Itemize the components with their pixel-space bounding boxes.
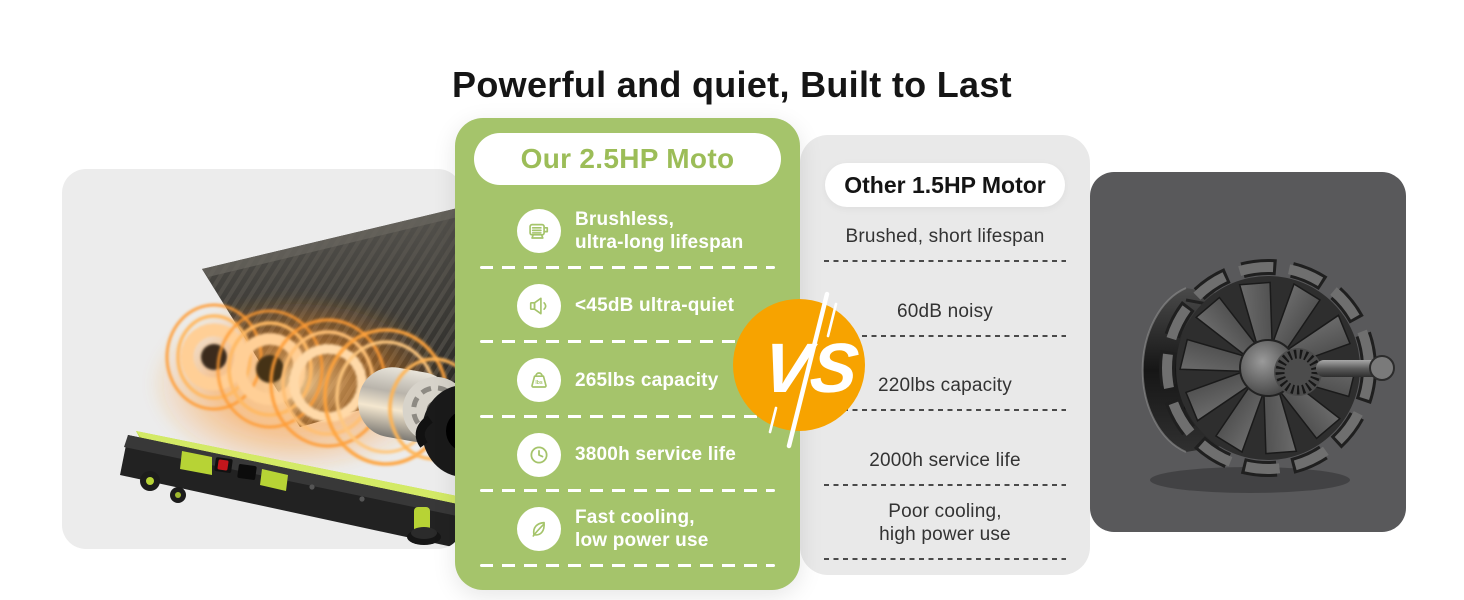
feature-text: Fast cooling, — [575, 507, 695, 529]
dashed-divider — [824, 260, 1066, 262]
compare-text: 60dB noisy — [896, 300, 993, 322]
motor-icon — [517, 209, 561, 254]
clock-icon — [517, 432, 561, 477]
speaker-icon — [517, 283, 561, 328]
feature-text: 3800h service life — [575, 444, 736, 466]
compare-text: Poor cooling, — [888, 501, 1002, 523]
vs-slash — [768, 291, 838, 449]
dashed-divider — [480, 563, 775, 567]
dashed-divider — [480, 414, 775, 418]
svg-text:lbs: lbs — [535, 380, 543, 386]
dashed-divider — [824, 558, 1066, 560]
vs-circle — [733, 299, 865, 431]
dashed-divider — [824, 334, 1066, 337]
compare-text: Brushed, short lifespan — [845, 226, 1045, 248]
feature-text: Brushless, — [575, 209, 675, 231]
feature-row: Brushless, ultra-long lifespan — [455, 194, 800, 269]
feature-row: Fast cooling, low power use — [455, 492, 800, 567]
other-card-header-pill: Other 1.5HP Motor — [825, 163, 1065, 207]
compare-text: 220lbs capacity — [878, 375, 1012, 397]
our-card-rows: Brushless, ultra-long lifespan <45dB ultr… — [455, 194, 800, 567]
feature-row: 3800h service life — [455, 418, 800, 492]
dashed-divider — [480, 489, 775, 492]
dashed-divider — [480, 265, 775, 269]
compare-row: 220lbs capacity — [800, 337, 1090, 411]
compare-row: Brushed, short lifespan — [800, 188, 1090, 262]
other-card-header: Other 1.5HP Motor — [844, 171, 1046, 198]
dashed-divider — [824, 409, 1066, 411]
feature-row: <45dB ultra-quiet — [455, 269, 800, 343]
dashed-divider — [480, 340, 775, 343]
compare-row: Poor cooling, high power use — [800, 486, 1090, 560]
our-card-header-pill: Our 2.5HP Moto — [474, 133, 781, 185]
compare-row: 2000h service life — [800, 411, 1090, 486]
leaf-icon — [517, 507, 561, 552]
other-motor-card: Other 1.5HP Motor Brushed, short lifespa… — [800, 135, 1090, 575]
compare-row: 60dB noisy — [800, 262, 1090, 337]
dashed-divider — [824, 483, 1066, 486]
compare-text: 2000h service life — [869, 449, 1021, 471]
treadmill-motor-illustration — [120, 207, 462, 549]
other-motor-photo-panel — [1090, 172, 1406, 532]
vs-label: VS — [759, 328, 864, 407]
feature-text: 265lbs capacity — [575, 369, 719, 391]
other-card-rows: Brushed, short lifespan 60dB noisy 220lb… — [800, 188, 1090, 560]
vs-badge: VS — [729, 290, 869, 450]
our-card-header: Our 2.5HP Moto — [520, 143, 735, 174]
vs-label-group: VS — [759, 328, 864, 407]
weight-icon: lbs — [517, 358, 561, 403]
treadmill-photo-panel — [62, 169, 462, 549]
feature-text: <45dB ultra-quiet — [575, 295, 735, 317]
brushed-motor-illustration — [1141, 259, 1395, 493]
page-title: Powerful and quiet, Built to Last — [452, 64, 1012, 105]
feature-row: lbs 265lbs capacity — [455, 343, 800, 418]
